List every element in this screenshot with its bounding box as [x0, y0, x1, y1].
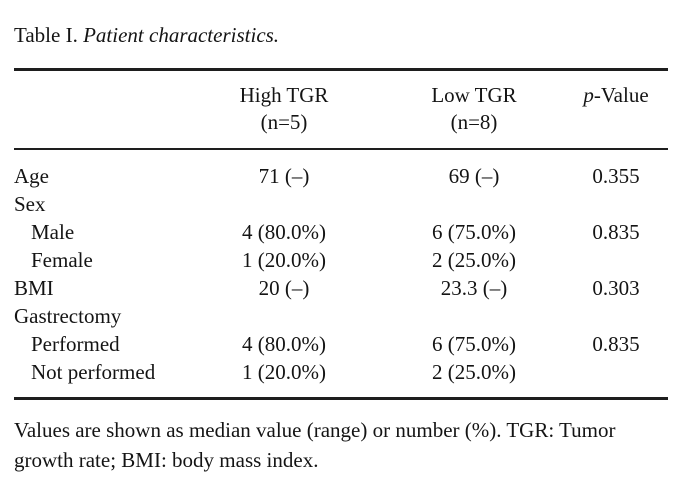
column-header-high-tgr: High TGR (n=5) — [184, 82, 384, 136]
row-p-value: 0.303 — [592, 276, 640, 300]
row-high-tgr-value: 4 (80.0%) — [242, 332, 326, 356]
row-p-value — [564, 246, 668, 274]
row-label: Age — [14, 164, 49, 188]
table-bottom-rule — [14, 397, 668, 400]
table-header-rule — [14, 147, 668, 150]
row-low-tgr-value — [384, 302, 564, 330]
table-title-italic: Patient characteristics. — [83, 23, 280, 47]
row-p-value: 0.835 — [592, 332, 640, 356]
row-p-value: 0.835 — [592, 220, 640, 244]
row-label: Female — [31, 248, 93, 272]
row-low-tgr-value: 2 (25.0%) — [432, 360, 516, 384]
column-header-low-tgr: Low TGR (n=8) — [384, 82, 564, 136]
row-label: Male — [31, 220, 75, 244]
row-label: Sex — [14, 192, 46, 216]
column-header-empty — [14, 82, 184, 136]
column-header-p-value-label: p-Value — [583, 82, 649, 107]
row-high-tgr-value: 20 (–) — [258, 276, 310, 300]
patient-characteristics-table: High TGR (n=5) Low TGR (n=8) p-Value Age… — [14, 68, 668, 400]
row-high-tgr-value: 1 (20.0%) — [242, 360, 326, 384]
row-low-tgr-value: 2 (25.0%) — [432, 248, 516, 272]
row-low-tgr-value: 23.3 (–) — [440, 276, 508, 300]
row-high-tgr-value — [184, 302, 384, 330]
row-label: Performed — [31, 332, 120, 356]
table-row-performed: Performed 4 (80.0%) 6 (75.0%) 0.835 — [14, 330, 668, 358]
row-high-tgr-value: 1 (20.0%) — [242, 248, 326, 272]
column-header-low-tgr-name: Low TGR — [431, 82, 517, 107]
table-row-gastrectomy: Gastrectomy — [14, 302, 668, 330]
table-title-prefix: Table I. — [14, 23, 84, 47]
row-label: BMI — [14, 276, 54, 300]
row-low-tgr-value: 69 (–) — [448, 164, 500, 188]
table-row-male: Male 4 (80.0%) 6 (75.0%) 0.835 — [14, 218, 668, 246]
row-p-value — [564, 358, 668, 386]
row-high-tgr-value: 4 (80.0%) — [242, 220, 326, 244]
row-label: Gastrectomy — [14, 304, 122, 328]
table-top-rule — [14, 68, 668, 71]
row-low-tgr-value — [384, 190, 564, 218]
table-footnote: Values are shown as median value (range)… — [14, 417, 616, 472]
column-header-p-value: p-Value — [564, 82, 668, 136]
table-row-not-performed: Not performed 1 (20.0%) 2 (25.0%) — [14, 358, 668, 386]
row-p-value — [564, 302, 668, 330]
table-row-female: Female 1 (20.0%) 2 (25.0%) — [14, 246, 668, 274]
row-high-tgr-value: 71 (–) — [258, 164, 310, 188]
row-low-tgr-value: 6 (75.0%) — [432, 332, 516, 356]
row-p-value — [564, 190, 668, 218]
table-row-age: Age 71 (–) 69 (–) 0.355 — [14, 162, 668, 190]
table-row-bmi: BMI 20 (–) 23.3 (–) 0.303 — [14, 274, 668, 302]
table-title: Table I. Patient characteristics. — [14, 22, 668, 48]
table-header-row: High TGR (n=5) Low TGR (n=8) p-Value — [14, 71, 668, 148]
column-header-low-tgr-n: (n=8) — [450, 109, 498, 134]
row-high-tgr-value — [184, 190, 384, 218]
row-label: Not performed — [31, 360, 156, 384]
column-header-high-tgr-name: High TGR — [239, 82, 329, 107]
column-header-high-tgr-n: (n=5) — [260, 109, 308, 134]
row-p-value: 0.355 — [592, 164, 640, 188]
row-low-tgr-value: 6 (75.0%) — [432, 220, 516, 244]
table-row-sex: Sex — [14, 190, 668, 218]
table-body: Age 71 (–) 69 (–) 0.355 Sex Male 4 (80.0… — [14, 150, 668, 397]
